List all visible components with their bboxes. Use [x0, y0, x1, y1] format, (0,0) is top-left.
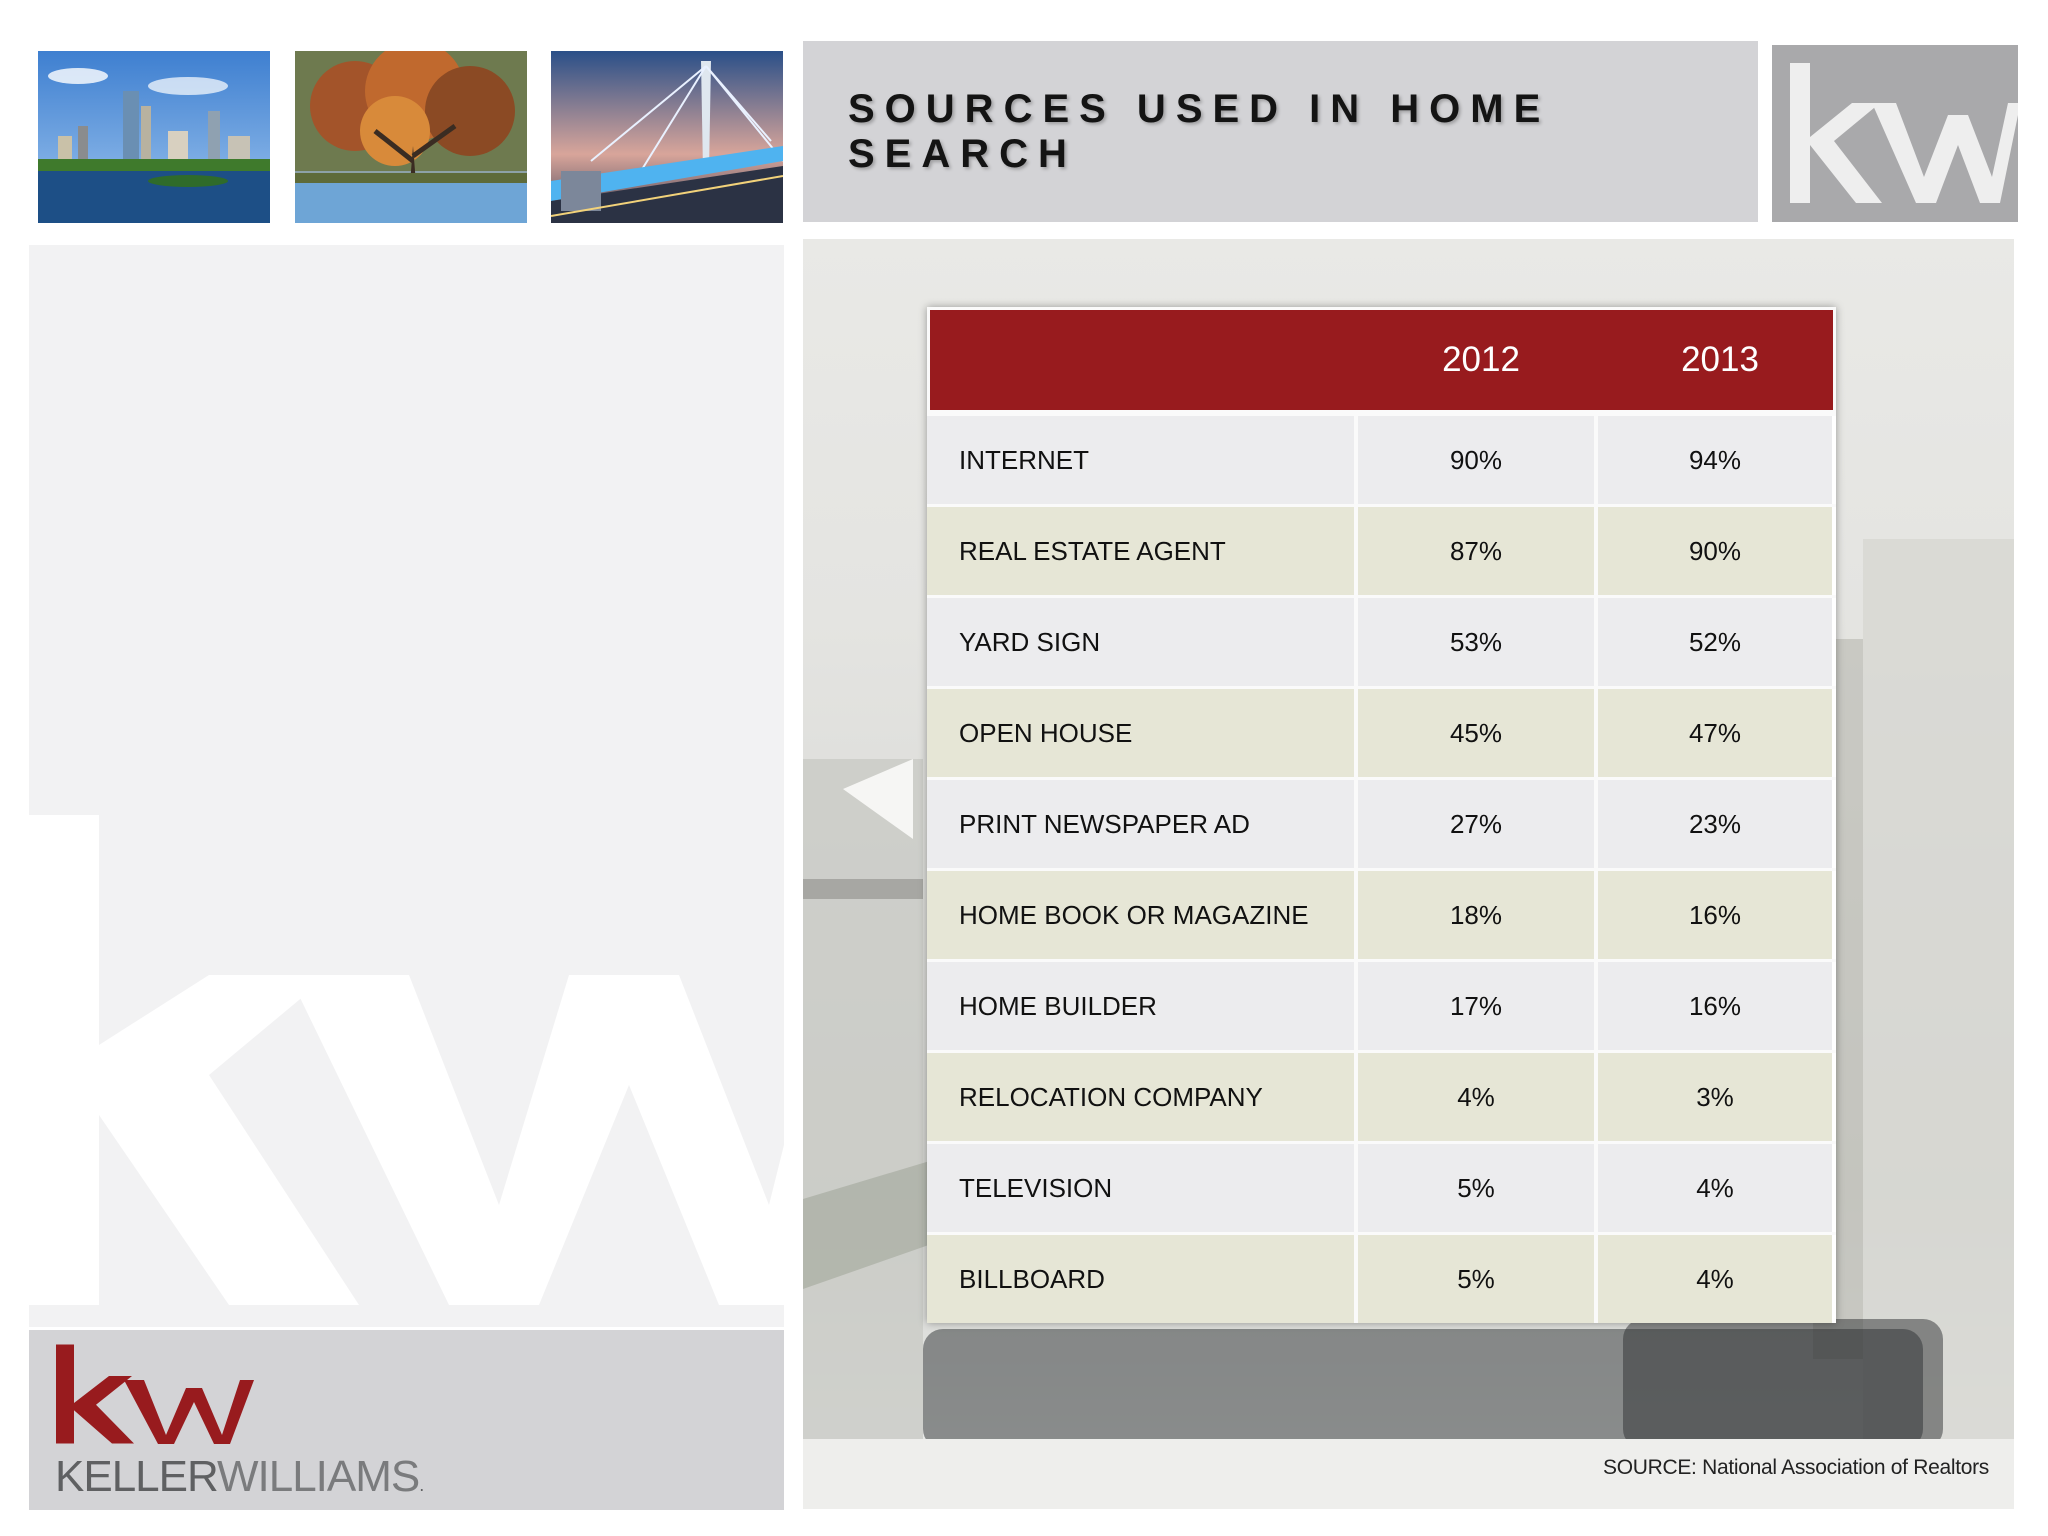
table-row: BILLBOARD 5% 4%	[927, 1232, 1836, 1323]
title-band: SOURCES USED IN HOME SEARCH	[803, 41, 1758, 222]
table-row: REAL ESTATE AGENT 87% 90%	[927, 504, 1836, 595]
row-label: RELOCATION COMPANY	[927, 1053, 1358, 1141]
row-label: TELEVISION	[927, 1144, 1358, 1232]
brand-name: KELLERWILLIAMS.	[55, 1452, 424, 1502]
city-skyline-image	[38, 51, 270, 223]
row-label: INTERNET	[927, 416, 1358, 504]
row-label: PRINT NEWSPAPER AD	[927, 780, 1358, 868]
value-2013: 23%	[1598, 780, 1832, 868]
table-row: YARD SIGN 53% 52%	[927, 595, 1836, 686]
brand-name-bold: KELLER	[55, 1452, 218, 1501]
value-2012: 87%	[1358, 507, 1598, 595]
value-2012: 17%	[1358, 962, 1598, 1050]
row-label: REAL ESTATE AGENT	[927, 507, 1358, 595]
value-2013: 90%	[1598, 507, 1832, 595]
kw-watermark-panel	[29, 245, 784, 1327]
row-label: YARD SIGN	[927, 598, 1358, 686]
row-label: BILLBOARD	[927, 1235, 1358, 1323]
brand-box: KELLERWILLIAMS.	[29, 1330, 784, 1510]
value-2013: 94%	[1598, 416, 1832, 504]
kw-logo-icon	[54, 1340, 254, 1450]
table-row: OPEN HOUSE 45% 47%	[927, 686, 1836, 777]
table-row: RELOCATION COMPANY 4% 3%	[927, 1050, 1836, 1141]
column-header-2013: 2013	[1681, 340, 1759, 379]
value-2013: 4%	[1598, 1144, 1832, 1232]
value-2013: 52%	[1598, 598, 1832, 686]
column-header-2012: 2012	[1442, 340, 1520, 379]
value-2012: 5%	[1358, 1144, 1598, 1232]
page-title: SOURCES USED IN HOME SEARCH	[848, 86, 1551, 176]
value-2013: 3%	[1598, 1053, 1832, 1141]
row-label: OPEN HOUSE	[927, 689, 1358, 777]
bridge-at-dusk-image	[551, 51, 783, 223]
row-label: HOME BUILDER	[927, 962, 1358, 1050]
value-2013: 16%	[1598, 962, 1832, 1050]
value-2012: 18%	[1358, 871, 1598, 959]
autumn-tree-image	[295, 51, 527, 223]
source-note: SOURCE: National Association of Realtors	[1603, 1456, 1990, 1479]
table-row: INTERNET 90% 94%	[927, 413, 1836, 504]
value-2012: 53%	[1358, 598, 1598, 686]
value-2012: 90%	[1358, 416, 1598, 504]
table-row: TELEVISION 5% 4%	[927, 1141, 1836, 1232]
data-table: 2012 2013 INTERNET 90% 94% REAL ESTATE A…	[927, 307, 1836, 1323]
brand-name-mark: .	[419, 1475, 424, 1495]
table-row: PRINT NEWSPAPER AD 27% 23%	[927, 777, 1836, 868]
value-2012: 5%	[1358, 1235, 1598, 1323]
table-header: 2012 2013	[927, 307, 1836, 413]
kw-logo-icon	[1772, 45, 2018, 222]
value-2013: 4%	[1598, 1235, 1832, 1323]
row-label: HOME BOOK OR MAGAZINE	[927, 871, 1358, 959]
value-2012: 4%	[1358, 1053, 1598, 1141]
table-row: HOME BOOK OR MAGAZINE 18% 16%	[927, 868, 1836, 959]
brand-name-light: WILLIAMS	[216, 1452, 420, 1501]
table-row: HOME BUILDER 17% 16%	[927, 959, 1836, 1050]
value-2013: 47%	[1598, 689, 1832, 777]
value-2012: 45%	[1358, 689, 1598, 777]
value-2012: 27%	[1358, 780, 1598, 868]
value-2013: 16%	[1598, 871, 1832, 959]
